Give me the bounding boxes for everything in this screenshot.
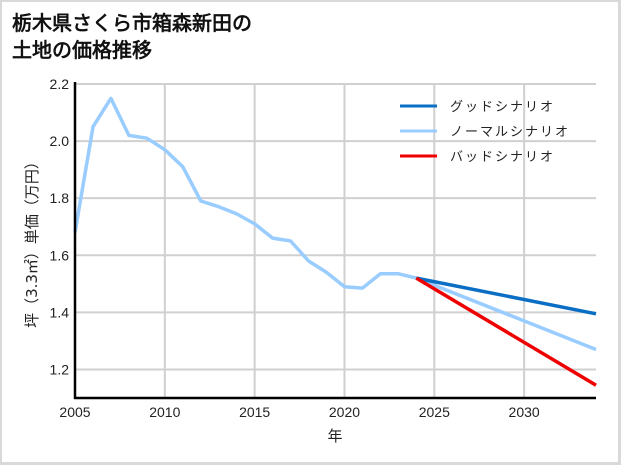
x-tick-label: 2015: [239, 404, 270, 420]
x-tick-label: 2025: [419, 404, 450, 420]
chart-title-line1: 栃木県さくら市箱森新田の: [12, 11, 252, 35]
legend-label: グッドシナリオ: [450, 100, 555, 115]
data-lines: [73, 96, 597, 387]
x-tick-label: 2005: [59, 404, 90, 420]
chart-title: 栃木県さくら市箱森新田の 土地の価格推移: [12, 10, 252, 64]
x-tick-label: 2030: [509, 404, 540, 420]
y-tick-label: 1.2: [50, 361, 70, 377]
axes: [73, 82, 596, 400]
y-tick-label: 1.6: [50, 247, 70, 263]
legend-label: バッドシナリオ: [450, 150, 555, 165]
y-tick-label: 2.0: [50, 133, 70, 149]
grid-lines: [75, 83, 596, 398]
chart-title-line2: 土地の価格推移: [12, 38, 152, 62]
y-tick-label: 2.2: [50, 76, 70, 92]
x-tick-label: 2010: [149, 404, 180, 420]
series-line: [415, 276, 597, 316]
tick-labels: 2005 2010 2015 2020 2025 2030 1.2 1.4 1.6 1.8 2.0 2…: [50, 76, 540, 420]
series-line: [415, 276, 597, 387]
x-tick-label: 2020: [329, 404, 360, 420]
series-line: [73, 96, 597, 352]
y-tick-label: 1.8: [50, 190, 70, 206]
y-axis-label: 坪（3.3㎡）単価（万円）: [23, 154, 41, 328]
y-tick-label: 1.4: [50, 304, 70, 320]
legend-label: ノーマルシナリオ: [450, 125, 570, 140]
x-axis-label: 年: [327, 427, 342, 445]
